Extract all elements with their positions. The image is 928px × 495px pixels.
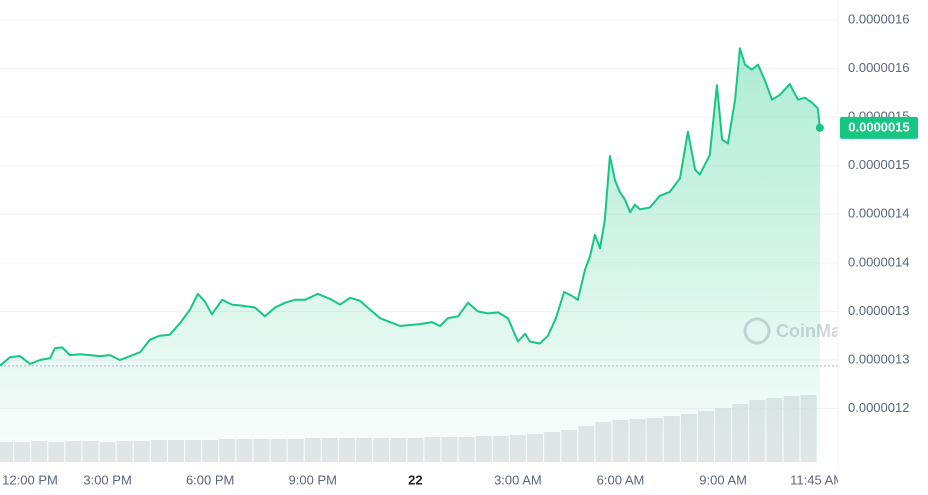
y-axis: 0.0000016 0.0000016 0.0000015 0.0000015 0.00… [848,11,909,415]
watermark-text: CoinMarketCap [776,321,908,341]
y-tick-label: 0.0000012 [848,400,909,415]
x-tick-label: 12:00 PM [2,472,58,487]
x-tick-label: 3:00 AM [494,472,542,487]
y-tick-label: 0.0000013 [848,303,909,318]
watermark: CoinMarketCap [743,317,908,345]
y-tick-label: 0.0000016 [848,60,909,75]
x-tick-label: 9:00 AM [699,472,747,487]
watermark-logo [743,317,771,345]
price-area [0,48,820,462]
x-tick-label: 22 [408,472,422,487]
price-badge-label: 0.0000015 [848,119,909,134]
x-tick-label: 9:00 PM [289,472,337,487]
x-tick-label: 6:00 PM [186,472,234,487]
price-badge [840,116,918,139]
price-line [0,47,821,367]
last-point [815,123,824,132]
y-tick-label: 0.0000013 [848,351,909,366]
x-tick-label: 6:00 AM [597,472,645,487]
x-tick-label: 3:00 PM [83,472,131,487]
y-tick-label: 0.0000014 [848,254,909,269]
y-tick-label: 0.0000014 [848,206,909,221]
y-tick-label: 0.0000015 [848,157,909,172]
y-tick-label: 0.0000016 [848,11,909,26]
x-tick-label: 11:45 AM [790,472,844,487]
plot-area: CoinMarketCap 12:00 PM 3:00 PM 6:00 PM 9:00 … [0,19,908,487]
